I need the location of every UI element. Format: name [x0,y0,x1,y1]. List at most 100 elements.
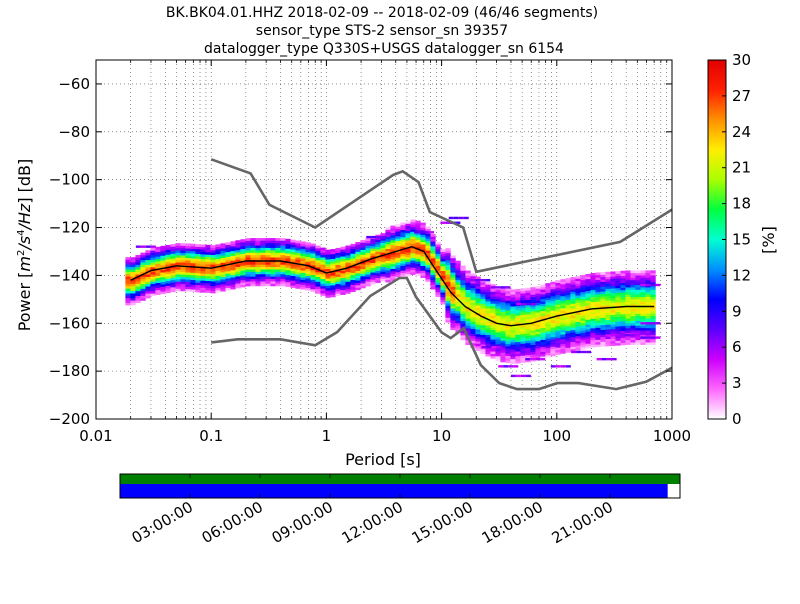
heat-cell [490,353,496,357]
heat-cell [280,261,286,265]
heat-cell [275,247,281,251]
heat-cell [630,306,636,309]
heat-outlier-cell [376,235,382,239]
heat-cell [500,349,506,353]
heat-cell [260,247,266,251]
heat-cell [530,294,536,298]
heat-cell [415,268,421,272]
heat-cell [640,287,646,290]
heat-cell [635,279,641,283]
heat-cell [495,353,501,357]
heat-cell [200,282,206,286]
heat-cell [650,291,656,295]
heat-cell [305,259,311,262]
heat-cell [170,277,176,281]
heat-cell [445,281,451,285]
heat-cell [425,259,431,263]
heat-cell [430,241,436,244]
heat-cell [435,270,441,274]
heat-cell [555,332,561,336]
heat-cell [615,290,621,293]
heat-cell [160,253,166,256]
heat-cell [180,247,186,251]
heat-cell [250,250,256,253]
heat-cell [390,278,396,281]
heat-cell [595,298,601,302]
heat-cell [465,275,471,279]
heat-cell [565,306,571,310]
heat-cell [385,239,391,242]
heat-cell [560,339,566,342]
heat-cell [400,270,406,274]
heat-cell [485,303,491,307]
heat-cell [545,304,551,308]
heat-cell [615,328,621,332]
heat-cell [215,251,221,255]
heat-cell [240,270,246,274]
heat-cell [285,255,291,259]
heat-cell [330,294,336,298]
heat-outlier-cell [448,216,454,220]
heat-cell [255,283,261,287]
heat-cell [160,281,166,285]
heat-cell [225,273,231,277]
heat-cell [630,272,636,276]
heat-cell [175,257,181,261]
heat-cell [320,259,326,263]
heat-cell [180,276,186,280]
heat-cell [425,279,431,282]
heat-cell [540,349,546,352]
heat-cell [645,342,651,345]
heat-cell [350,246,356,249]
heat-cell [340,292,346,295]
heat-cell [190,267,196,271]
heat-cell [145,293,151,297]
timeline-top-bar [120,474,680,484]
heat-cell [320,271,326,275]
heat-cell [150,283,156,287]
heat-cell [315,291,321,294]
heat-cell [630,332,636,336]
heat-outlier-cell [249,243,255,246]
heat-cell [405,268,411,272]
heat-cell [610,285,616,289]
heat-cell [450,260,456,264]
heat-cell [440,268,446,272]
heat-cell [560,310,566,314]
heat-cell [295,269,301,273]
heat-cell [475,281,481,285]
heat-cell [590,320,596,324]
heat-cell [425,240,431,244]
heat-cell [405,254,411,258]
heat-cell [130,302,136,306]
heat-cell [260,266,266,270]
heat-cell [485,348,491,352]
heat-cell [515,356,521,359]
heat-cell [415,239,421,243]
heat-cell [280,245,286,248]
heat-cell [270,283,276,287]
heat-cell [385,241,391,245]
y-tick-label: −120 [49,219,90,237]
heat-cell [620,275,626,279]
heat-cell [465,294,471,298]
heat-cell [485,334,491,338]
heat-cell [455,260,461,264]
heat-cell [155,287,161,291]
heat-cell [640,282,646,286]
heat-cell [460,265,466,269]
heat-cell [480,308,486,311]
heat-cell [275,245,281,248]
heat-cell [570,305,576,309]
heat-cell [630,308,636,312]
heat-cell [320,278,326,282]
heat-cell [145,262,151,265]
heat-cell [455,315,461,319]
heat-cell [365,269,371,273]
heat-cell [140,295,146,299]
heat-cell [505,341,511,344]
heat-cell [630,289,636,293]
heat-cell [620,306,626,310]
heat-cell [370,241,376,244]
heat-cell [250,281,256,284]
